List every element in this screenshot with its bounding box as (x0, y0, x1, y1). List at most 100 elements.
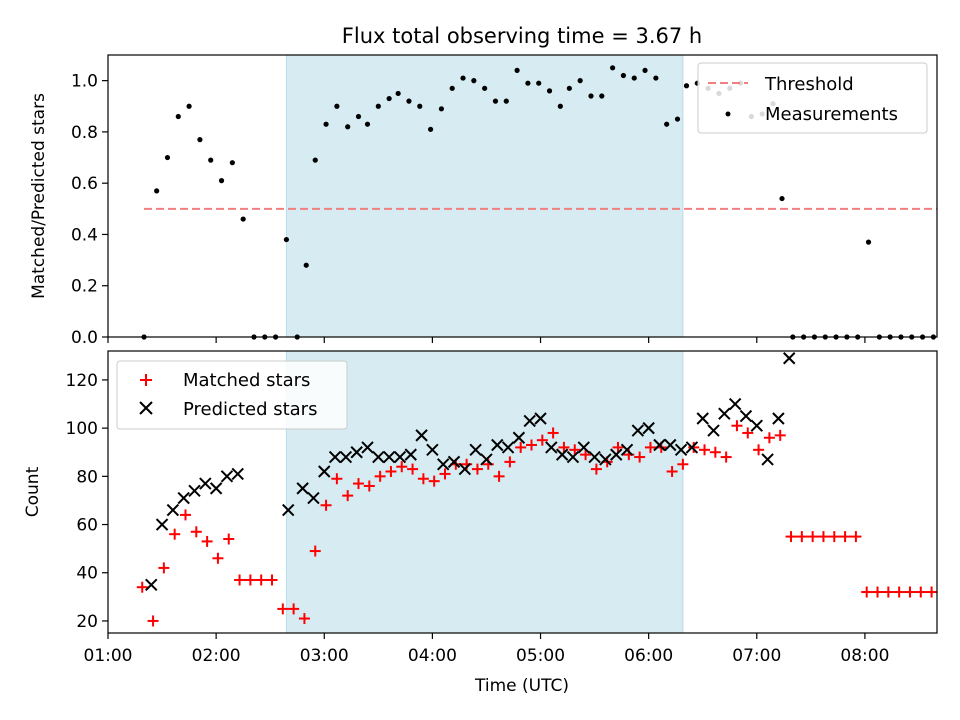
predicted-star-point (415, 429, 428, 442)
measurement-point (427, 126, 434, 132)
matched-star-point (872, 586, 884, 598)
matched-star-point (709, 446, 721, 458)
measurement-point (642, 67, 648, 73)
legend-matched-swatch (140, 374, 152, 386)
measurement-point (186, 103, 192, 109)
bottom-legend: Matched stars Predicted stars (116, 360, 348, 430)
predicted-star-point (436, 458, 450, 471)
predicted-star-point (480, 453, 493, 466)
matched-star-point (926, 586, 938, 598)
predicted-star-point (599, 453, 612, 466)
matched-star-point (201, 535, 213, 547)
predicted-star-point (718, 407, 731, 420)
matched-star-point (915, 586, 927, 598)
predicted-star-point (761, 453, 774, 466)
predicted-star-point (631, 424, 645, 437)
measurement-point (653, 75, 659, 81)
top-y-label: Matched/Predicted stars (29, 93, 49, 299)
predicted-star-point (750, 419, 763, 432)
predicted-star-point (588, 450, 601, 464)
bottom-x-ticks: 01:00 02:00 03:00 04:00 05:00 06:00 07:00 08:00 (84, 633, 889, 666)
predicted-star-point (155, 518, 169, 531)
matched-star-point (190, 526, 202, 538)
x-tick-label: 04:00 (408, 646, 457, 666)
matched-star-point (223, 533, 235, 545)
matched-star-point (147, 615, 159, 627)
x-tick-label: 07:00 (732, 646, 781, 666)
matched-star-point (504, 456, 516, 468)
legend-predicted-label: Predicted stars (183, 399, 317, 420)
matched-star-point (644, 441, 656, 453)
measurement-point (154, 188, 160, 194)
predicted-star-point (350, 446, 363, 459)
matched-star-point (396, 461, 408, 473)
matched-star-point (331, 473, 343, 485)
y-tick-label: 80 (76, 467, 98, 487)
predicted-star-point (620, 443, 634, 457)
predicted-star-point (501, 441, 515, 454)
top-panel: Flux total observing time = 3.67 h 0.0 0.… (29, 24, 938, 348)
matched-star-point (353, 478, 365, 490)
predicted-stars-points (145, 352, 796, 592)
x-tick-label: 01:00 (84, 646, 133, 666)
matched-star-point (785, 531, 797, 543)
measurement-point (525, 80, 531, 86)
predicted-star-point (653, 438, 666, 452)
matched-star-point (493, 470, 505, 482)
measurement-point (386, 95, 392, 102)
matched-star-point (753, 444, 765, 456)
matched-star-point (277, 603, 289, 615)
legend-measurements-label: Measurements (765, 104, 898, 125)
matched-star-point (807, 531, 819, 543)
matched-star-point (266, 574, 278, 586)
measurement-point (546, 88, 553, 94)
matched-star-point (288, 603, 300, 615)
matched-star-point (688, 441, 700, 453)
y-tick-label: 40 (76, 564, 98, 584)
bottom-shaded-span (285, 350, 684, 634)
measurement-point (664, 121, 670, 127)
matched-star-point (839, 531, 851, 543)
matched-star-point (547, 427, 559, 439)
y-tick-label: 0.4 (71, 225, 98, 245)
top-axes-frame (107, 54, 938, 338)
matched-star-point (234, 574, 246, 586)
bottom-axes-frame (107, 350, 938, 634)
matched-star-point (666, 466, 678, 478)
predicted-star-point (610, 448, 623, 461)
matched-star-point (136, 581, 148, 593)
predicted-star-point (404, 448, 417, 461)
matched-star-point (580, 449, 592, 461)
measurement-point (683, 83, 690, 89)
predicted-star-point (685, 441, 699, 454)
matched-star-point (309, 545, 321, 557)
y-tick-label: 0.0 (71, 328, 98, 348)
measurement-point (557, 103, 563, 109)
y-tick-label: 0.6 (71, 174, 98, 194)
matched-star-point (861, 586, 873, 598)
measurement-point (334, 103, 340, 109)
matched-star-point (471, 463, 483, 475)
predicted-star-point (458, 462, 472, 476)
predicted-star-point (447, 455, 461, 469)
measurement-point (577, 78, 583, 84)
measurement-point (865, 239, 872, 245)
measurement-point (566, 85, 572, 91)
predicted-star-point (772, 412, 785, 425)
predicted-star-point (382, 450, 396, 464)
matched-star-point (699, 444, 711, 456)
y-tick-label: 20 (76, 612, 98, 632)
matched-star-point (320, 499, 332, 511)
measurement-point (514, 67, 520, 73)
top-title: Flux total observing time = 3.67 h (342, 24, 702, 48)
predicted-star-point (674, 443, 688, 457)
measurement-point (229, 160, 235, 166)
matched-star-point (893, 586, 905, 598)
predicted-star-point (469, 443, 482, 457)
predicted-star-point (545, 441, 558, 454)
matched-star-point (904, 586, 916, 598)
matched-star-point (374, 470, 386, 482)
predicted-star-point (491, 438, 504, 452)
matched-star-point (439, 468, 451, 480)
measurement-point (395, 90, 401, 97)
